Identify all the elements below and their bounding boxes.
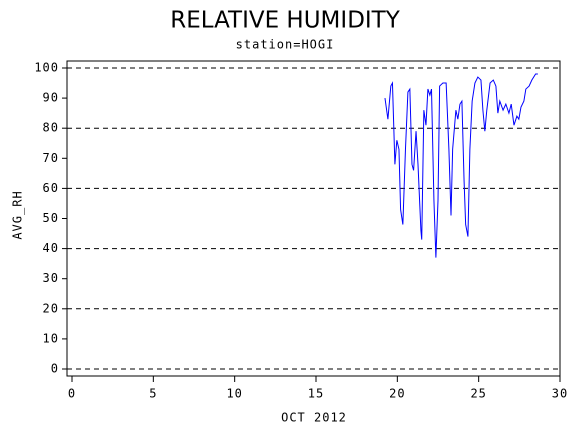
y-tick-label: 100: [34, 61, 59, 75]
x-axis-label: OCT 2012: [281, 411, 347, 425]
x-tick-label: 30: [552, 387, 568, 401]
x-tick-label: 0: [68, 387, 76, 401]
y-axis-label: AVG_RH: [11, 190, 25, 239]
y-tick-label: 40: [43, 241, 59, 255]
plot-frame: [66, 60, 561, 377]
x-tick-label: 5: [149, 387, 157, 401]
x-tick-label: 15: [308, 387, 324, 401]
y-tick-label: 80: [43, 121, 59, 135]
chart-title: RELATIVE HUMIDITY: [170, 8, 401, 34]
x-tick-label: 10: [226, 387, 242, 401]
y-tick-label: 90: [43, 91, 59, 105]
y-tick-label: 20: [43, 301, 59, 315]
x-tick-label: 20: [389, 387, 405, 401]
y-tick-label: 50: [43, 211, 59, 225]
x-tick-label: 25: [470, 387, 486, 401]
y-tick-label: 70: [43, 151, 59, 165]
data-line: [384, 73, 538, 258]
y-tick-label: 30: [43, 271, 59, 285]
y-tick-label: 0: [51, 362, 59, 376]
chart-subtitle: station=HOGI: [236, 38, 335, 52]
y-tick-label: 60: [43, 181, 59, 195]
y-tick-label: 10: [43, 331, 59, 345]
